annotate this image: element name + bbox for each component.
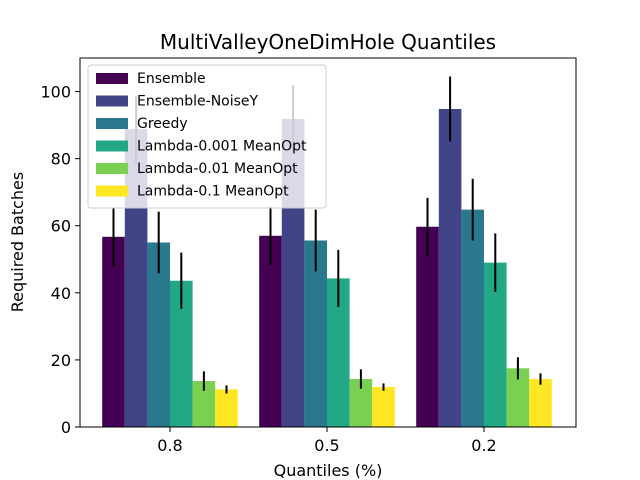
bar-greedy-0	[147, 242, 170, 427]
legend-entry-label: Lambda-0.01 MeanOpt	[137, 161, 298, 177]
bar-lambda-0-001-meanopt-0	[170, 280, 193, 427]
x-tick-label: 0.5	[314, 436, 339, 455]
legend-entry-label: Lambda-0.001 MeanOpt	[137, 139, 307, 155]
x-axis: 0.8 0.5 0.2	[157, 427, 497, 455]
y-tick-label: 100	[40, 83, 71, 102]
y-axis-label: Required Batches	[8, 172, 27, 312]
bar-lambda-0-01-meanopt-0	[192, 381, 216, 427]
bar-greedy-2	[461, 209, 484, 427]
bar-lambda-0-1-meanopt-1	[372, 387, 395, 427]
legend-swatch	[96, 73, 128, 84]
legend-entry-label: Lambda-0.1 MeanOpt	[137, 184, 289, 200]
bar-ensemble-1	[259, 235, 282, 427]
legend: Ensemble Ensemble-NoiseY Greedy Lambda-0.00…	[87, 64, 327, 209]
y-tick-label: 60	[51, 217, 71, 236]
bar-lambda-0-01-meanopt-1	[349, 379, 373, 427]
plot-area-frame	[79, 57, 577, 428]
legend-swatch	[96, 140, 128, 152]
legend-box	[87, 64, 327, 209]
bar-lambda-0-001-meanopt-2	[484, 262, 507, 427]
legend-swatch	[96, 118, 128, 129]
bar-lambda-0-01-meanopt-2	[506, 368, 530, 427]
bar-lambda-0-001-meanopt-1	[327, 278, 350, 427]
legend-entry-label: Ensemble-NoiseY	[137, 94, 259, 110]
x-tick-label: 0.8	[157, 436, 182, 455]
y-tick-label: 80	[51, 150, 71, 169]
y-tick-label: 40	[51, 284, 71, 303]
bar-ensemble-0	[102, 236, 125, 427]
chart-title: MultiValleyOneDimHole Quantiles	[160, 30, 496, 54]
legend-swatch	[96, 95, 128, 107]
y-axis: 0 20 40 60 80 100	[40, 83, 80, 437]
y-tick-label: 0	[61, 418, 71, 437]
legend-swatch	[96, 185, 128, 197]
bar-ensemble-noisey-2	[438, 108, 462, 428]
y-tick-label: 20	[51, 351, 71, 370]
bar-lambda-0-1-meanopt-2	[529, 379, 552, 427]
bar-greedy-1	[304, 240, 327, 427]
x-tick-label: 0.2	[471, 436, 496, 455]
legend-entry-label: Greedy	[137, 116, 188, 132]
bar-ensemble-2	[416, 226, 439, 427]
legend-swatch	[96, 163, 128, 174]
x-axis-label: Quantiles (%)	[274, 461, 383, 480]
bar-lambda-0-1-meanopt-0	[215, 389, 238, 427]
legend-entry-label: Ensemble	[137, 71, 206, 87]
